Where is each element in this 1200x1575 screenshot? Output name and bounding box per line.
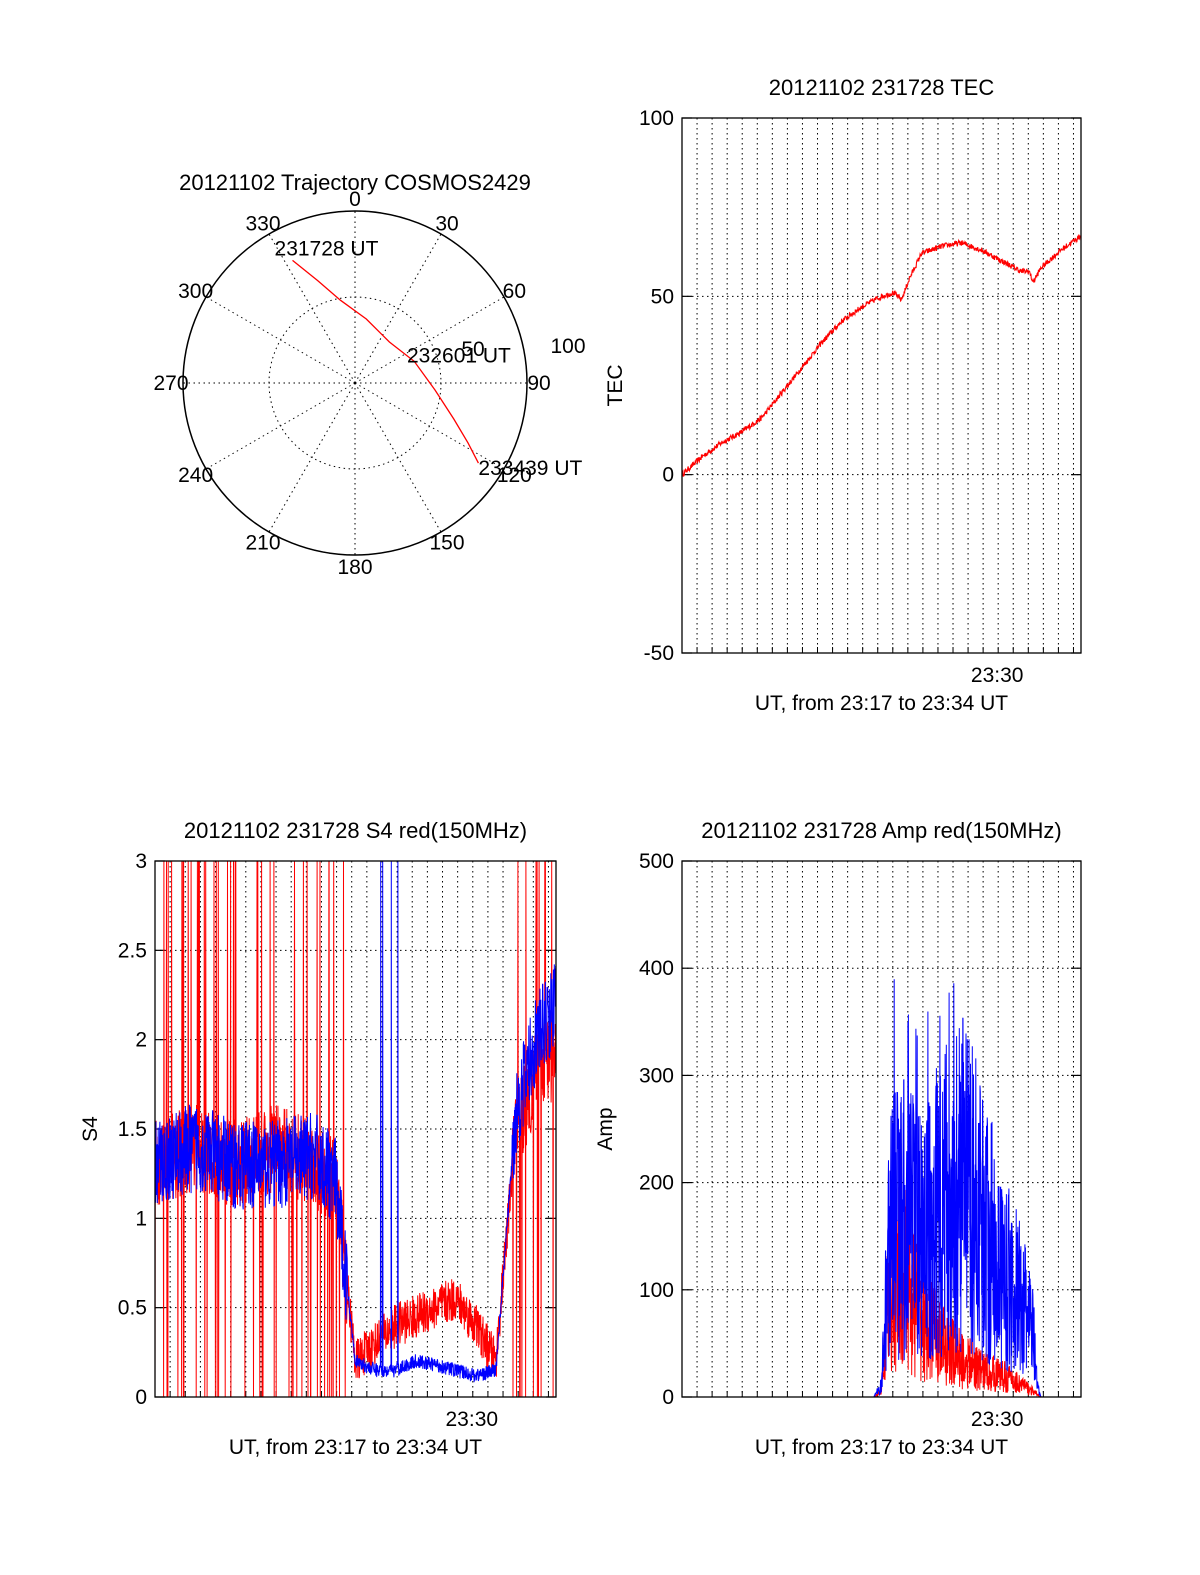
y-tick-label: 500 <box>639 850 674 873</box>
azimuth-label: 330 <box>245 213 280 236</box>
y-tick-label: 0 <box>135 1386 147 1409</box>
azimuth-label: 270 <box>153 372 188 395</box>
x-tick-label: 23:30 <box>971 1408 1024 1431</box>
series-line-blue <box>154 860 557 1383</box>
y-axis-label: S4 <box>79 1116 102 1142</box>
azimuth-label: 180 <box>337 556 372 579</box>
y-tick-label: 200 <box>639 1172 674 1195</box>
y-tick-label: 2 <box>135 1029 147 1052</box>
panel-1: 20121102 231728 TEC -50 0 50 100 23:30 UT, fro… <box>604 75 1082 715</box>
azimuth-label: 210 <box>245 531 280 554</box>
azimuth-label: 0 <box>349 188 361 211</box>
polar-ring-100 <box>182 210 528 556</box>
y-tick-label: 1.5 <box>118 1118 147 1141</box>
azimuth-label: 60 <box>503 280 526 303</box>
polar-spoke <box>354 382 505 470</box>
radial-label: 50 <box>461 338 484 361</box>
y-tick-label: 1 <box>135 1207 147 1230</box>
azimuth-label: 240 <box>178 464 213 487</box>
azimuth-label: 150 <box>429 531 464 554</box>
series-line-red <box>681 234 1082 478</box>
x-axis-label: UT, from 23:17 to 23:34 UT <box>755 692 1008 715</box>
azimuth-label: 120 <box>497 464 532 487</box>
y-tick-label: 2.5 <box>118 939 147 962</box>
panel-3: 20121102 231728 Amp red(150MHz) 0 100 200 30… <box>594 818 1082 1459</box>
plot-frame <box>154 860 557 1398</box>
x-axis-label: UT, from 23:17 to 23:34 UT <box>229 1436 482 1459</box>
azimuth-label: 30 <box>435 213 458 236</box>
polar-spoke <box>268 233 356 384</box>
x-axis-label: UT, from 23:17 to 23:34 UT <box>755 1436 1008 1459</box>
y-tick-label: 0 <box>662 464 674 487</box>
azimuth-label: 90 <box>527 372 550 395</box>
plot-frame <box>681 860 1082 1398</box>
y-tick-label: 100 <box>639 107 674 130</box>
y-tick-label: -50 <box>644 642 674 665</box>
trajectory-time-label: 231728 UT <box>275 237 379 260</box>
x-tick-label: 23:30 <box>446 1408 499 1431</box>
panel-2: 20121102 231728 S4 red(150MHz) 0 0.5 1 1.5 2 2… <box>79 818 557 1459</box>
chart-title: 20121102 231728 S4 red(150MHz) <box>184 818 527 843</box>
chart-title: 20121102 231728 Amp red(150MHz) <box>701 818 1061 843</box>
trajectory-time-label: 233439 UT <box>478 457 582 480</box>
y-tick-label: 300 <box>639 1064 674 1087</box>
chart-title: 20121102 231728 TEC <box>769 75 995 100</box>
radial-label: 100 <box>550 335 585 358</box>
y-tick-label: 50 <box>651 285 674 308</box>
polar-spoke <box>268 382 356 533</box>
y-tick-label: 3 <box>135 850 147 873</box>
polar-spoke <box>205 382 356 470</box>
y-axis-label: Amp <box>594 1107 617 1150</box>
polar-spoke <box>354 382 442 533</box>
y-tick-label: 0.5 <box>118 1297 147 1320</box>
x-tick-label: 23:30 <box>971 664 1024 687</box>
polar-title: 20121102 Trajectory COSMOS2429 <box>179 170 531 195</box>
plot-frame <box>681 117 1082 654</box>
azimuth-label: 300 <box>178 280 213 303</box>
y-tick-label: 100 <box>639 1279 674 1302</box>
trajectory-line <box>292 259 479 464</box>
y-tick-label: 400 <box>639 957 674 980</box>
polar-spoke <box>205 296 356 384</box>
y-tick-label: 0 <box>662 1386 674 1409</box>
polar-spoke <box>354 233 442 384</box>
polar-spoke <box>354 296 505 384</box>
y-axis-label: TEC <box>604 365 627 407</box>
trajectory-time-label: 232601 UT <box>407 344 511 367</box>
